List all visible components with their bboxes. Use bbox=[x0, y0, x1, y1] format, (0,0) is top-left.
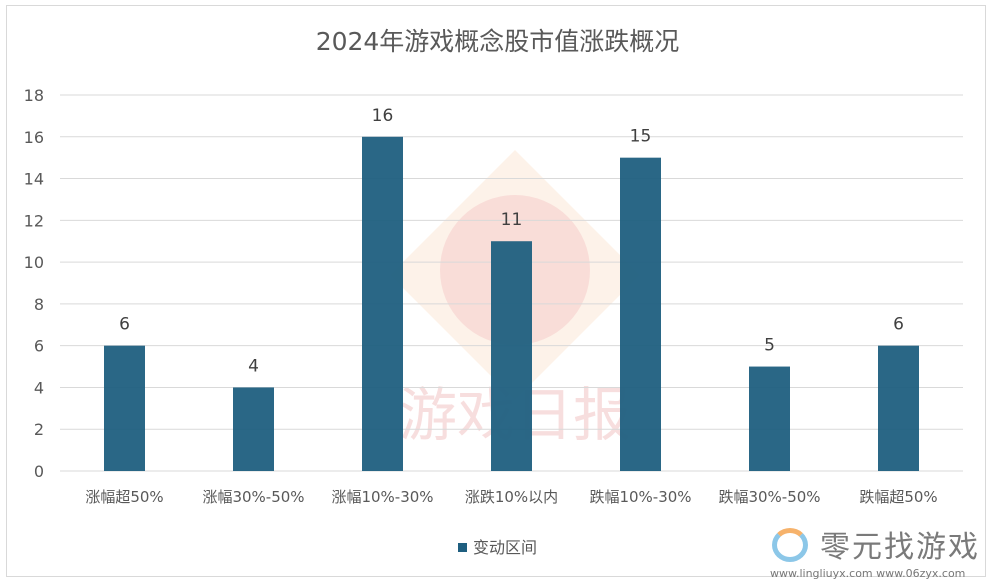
x-tick-label: 跌幅10%-30% bbox=[589, 488, 691, 506]
y-tick-label: 4 bbox=[34, 378, 44, 397]
y-tick-label: 8 bbox=[34, 295, 44, 314]
chart-border bbox=[6, 5, 986, 577]
y-tick-label: 18 bbox=[24, 86, 44, 105]
bar bbox=[233, 387, 274, 471]
x-tick-label: 跌幅30%-50% bbox=[718, 488, 820, 506]
legend-swatch bbox=[457, 543, 467, 552]
flame-logo-icon bbox=[772, 528, 808, 562]
x-tick-label: 涨幅30%-50% bbox=[202, 488, 304, 506]
legend-label: 变动区间 bbox=[472, 538, 537, 557]
x-tick-label: 涨跌10%以内 bbox=[465, 488, 558, 506]
bar bbox=[491, 241, 532, 471]
y-tick-label: 10 bbox=[24, 253, 44, 272]
data-label: 6 bbox=[119, 315, 130, 335]
y-tick-label: 14 bbox=[24, 170, 44, 189]
corner-watermark: 零元找游戏 www.lingliuyx.com www.06zyx.com bbox=[770, 522, 985, 580]
x-tick-label: 涨幅10%-30% bbox=[331, 488, 433, 506]
y-tick-label: 12 bbox=[24, 211, 44, 230]
legend: 变动区间 bbox=[0, 534, 995, 558]
data-label: 5 bbox=[764, 336, 775, 356]
bar bbox=[362, 136, 403, 471]
bar bbox=[878, 345, 919, 471]
bar bbox=[749, 366, 790, 471]
y-tick-label: 6 bbox=[34, 337, 44, 356]
data-label: 16 bbox=[372, 106, 394, 126]
data-label: 4 bbox=[248, 356, 259, 376]
chart-title: 2024年游戏概念股市值涨跌概况 bbox=[315, 27, 680, 56]
bar bbox=[620, 157, 661, 471]
y-tick-label: 0 bbox=[34, 462, 44, 481]
x-tick-label: 涨幅超50% bbox=[85, 488, 163, 506]
data-label: 6 bbox=[893, 315, 904, 335]
y-tick-label: 2 bbox=[34, 420, 44, 439]
y-tick-label: 16 bbox=[24, 128, 44, 147]
data-label: 11 bbox=[501, 210, 523, 230]
data-label: 15 bbox=[630, 127, 652, 147]
x-tick-label: 跌幅超50% bbox=[859, 488, 937, 506]
watermark-url: www.lingliuyx.com www.06zyx.com bbox=[770, 567, 966, 580]
bar bbox=[104, 345, 145, 471]
watermark-brand: 零元找游戏 bbox=[820, 530, 980, 565]
